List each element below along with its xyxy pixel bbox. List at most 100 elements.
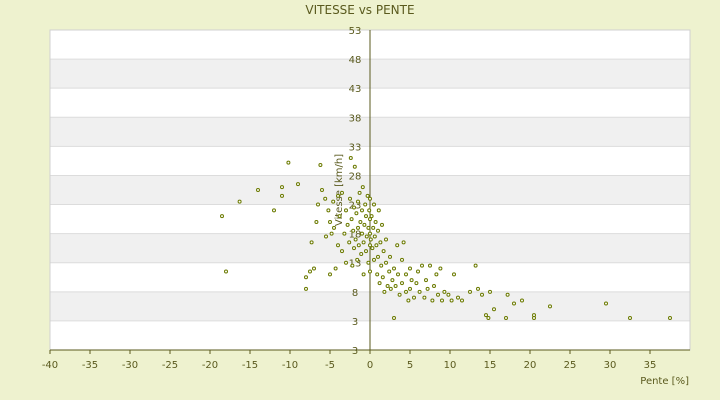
- data-point: [360, 208, 364, 213]
- data-point: [372, 234, 377, 239]
- data-point: [420, 263, 424, 268]
- y-tick-label: 38: [349, 113, 362, 124]
- data-point: [422, 295, 427, 300]
- data-point: [344, 208, 348, 213]
- data-point: [336, 243, 340, 248]
- data-point: [548, 304, 552, 309]
- data-point: [304, 286, 308, 291]
- data-point: [350, 263, 355, 268]
- y-tick-label: 48: [349, 55, 362, 66]
- data-point: [473, 263, 478, 268]
- data-point: [372, 202, 376, 207]
- data-point: [460, 298, 464, 303]
- y-tick-label: 33: [349, 142, 362, 153]
- data-point: [328, 220, 332, 224]
- data-point: [296, 182, 300, 187]
- data-point: [344, 260, 348, 265]
- y-axis-label: Vitesse [km/h]: [334, 154, 345, 226]
- data-point: [505, 292, 510, 297]
- data-point: [340, 190, 344, 195]
- x-tick-label: 20: [524, 360, 537, 371]
- data-point: [393, 284, 398, 288]
- data-point: [376, 228, 380, 233]
- x-tick-label: -15: [242, 360, 258, 371]
- data-point: [368, 243, 372, 248]
- data-point: [414, 281, 419, 286]
- data-point: [342, 231, 347, 236]
- data-point: [456, 295, 460, 300]
- data-point: [452, 272, 456, 277]
- y-tick-label: 43: [349, 84, 362, 95]
- data-point: [356, 243, 361, 248]
- data-point: [364, 234, 369, 239]
- data-point: [400, 281, 404, 286]
- data-point: [367, 208, 372, 213]
- data-point: [358, 220, 363, 224]
- data-point: [351, 228, 356, 233]
- data-point: [412, 295, 416, 300]
- data-point: [372, 257, 376, 262]
- data-point: [376, 208, 381, 213]
- data-point: [401, 240, 406, 245]
- data-point: [468, 289, 472, 294]
- data-point: [365, 193, 370, 198]
- x-tick-label: 15: [484, 360, 497, 371]
- data-point: [381, 249, 386, 254]
- data-point: [408, 286, 412, 291]
- data-point: [352, 246, 356, 251]
- y-tick-label: 3: [352, 317, 358, 328]
- x-tick-label: 10: [444, 360, 457, 371]
- x-axis: [49, 349, 690, 354]
- data-point: [492, 307, 496, 312]
- data-point: [328, 272, 332, 277]
- data-point: [280, 193, 284, 198]
- data-point: [380, 275, 385, 280]
- data-point: [395, 243, 400, 248]
- data-point: [376, 254, 380, 259]
- data-point: [378, 240, 383, 245]
- data-point: [416, 269, 420, 274]
- data-point: [320, 188, 324, 192]
- data-point: [340, 249, 344, 254]
- data-point: [361, 240, 366, 245]
- data-point: [434, 272, 439, 277]
- data-point: [520, 298, 524, 303]
- data-point: [316, 202, 320, 207]
- data-point: [349, 217, 354, 222]
- data-point: [272, 208, 276, 213]
- data-point: [400, 257, 404, 262]
- data-point: [406, 298, 411, 303]
- data-point: [371, 225, 376, 230]
- data-point: [409, 278, 414, 283]
- data-point: [392, 316, 396, 320]
- data-point: [385, 284, 390, 288]
- data-point: [373, 220, 378, 224]
- data-point: [360, 185, 365, 190]
- x-tick-label: 0: [367, 360, 373, 371]
- y-tick-label: 8: [352, 288, 358, 299]
- x-tick-label: 5: [407, 360, 413, 371]
- data-point: [388, 254, 392, 259]
- data-point: [364, 214, 368, 219]
- data-point: [374, 243, 379, 248]
- data-point: [476, 286, 480, 291]
- x-tick-label: -35: [82, 360, 98, 371]
- data-point: [308, 269, 312, 274]
- x-tick-label: -40: [42, 360, 58, 371]
- data-point: [424, 278, 428, 283]
- data-point: [337, 214, 342, 219]
- data-point: [362, 222, 367, 227]
- data-point: [347, 240, 352, 245]
- y-tick-label: 18: [349, 230, 362, 241]
- data-point: [387, 269, 392, 274]
- data-point: [396, 272, 400, 277]
- data-point: [312, 266, 316, 271]
- data-point: [356, 199, 360, 204]
- data-point: [430, 298, 435, 303]
- data-point: [368, 237, 373, 242]
- data-point: [348, 196, 352, 201]
- data-point: [309, 240, 314, 245]
- data-point: [404, 289, 408, 294]
- data-point: [628, 316, 632, 320]
- data-point: [280, 185, 284, 190]
